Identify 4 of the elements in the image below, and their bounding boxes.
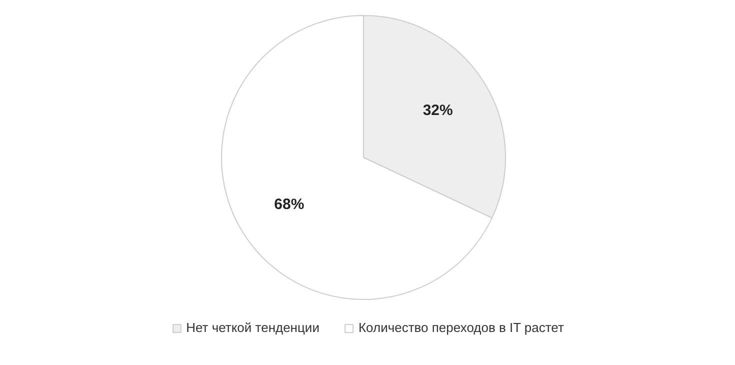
data-label: 68% — [274, 196, 304, 214]
data-label: 32% — [422, 102, 453, 119]
legend-label: Количество переходов в IT растет — [358, 320, 564, 335]
legend-label: Нет четкой тенденции — [186, 320, 320, 335]
